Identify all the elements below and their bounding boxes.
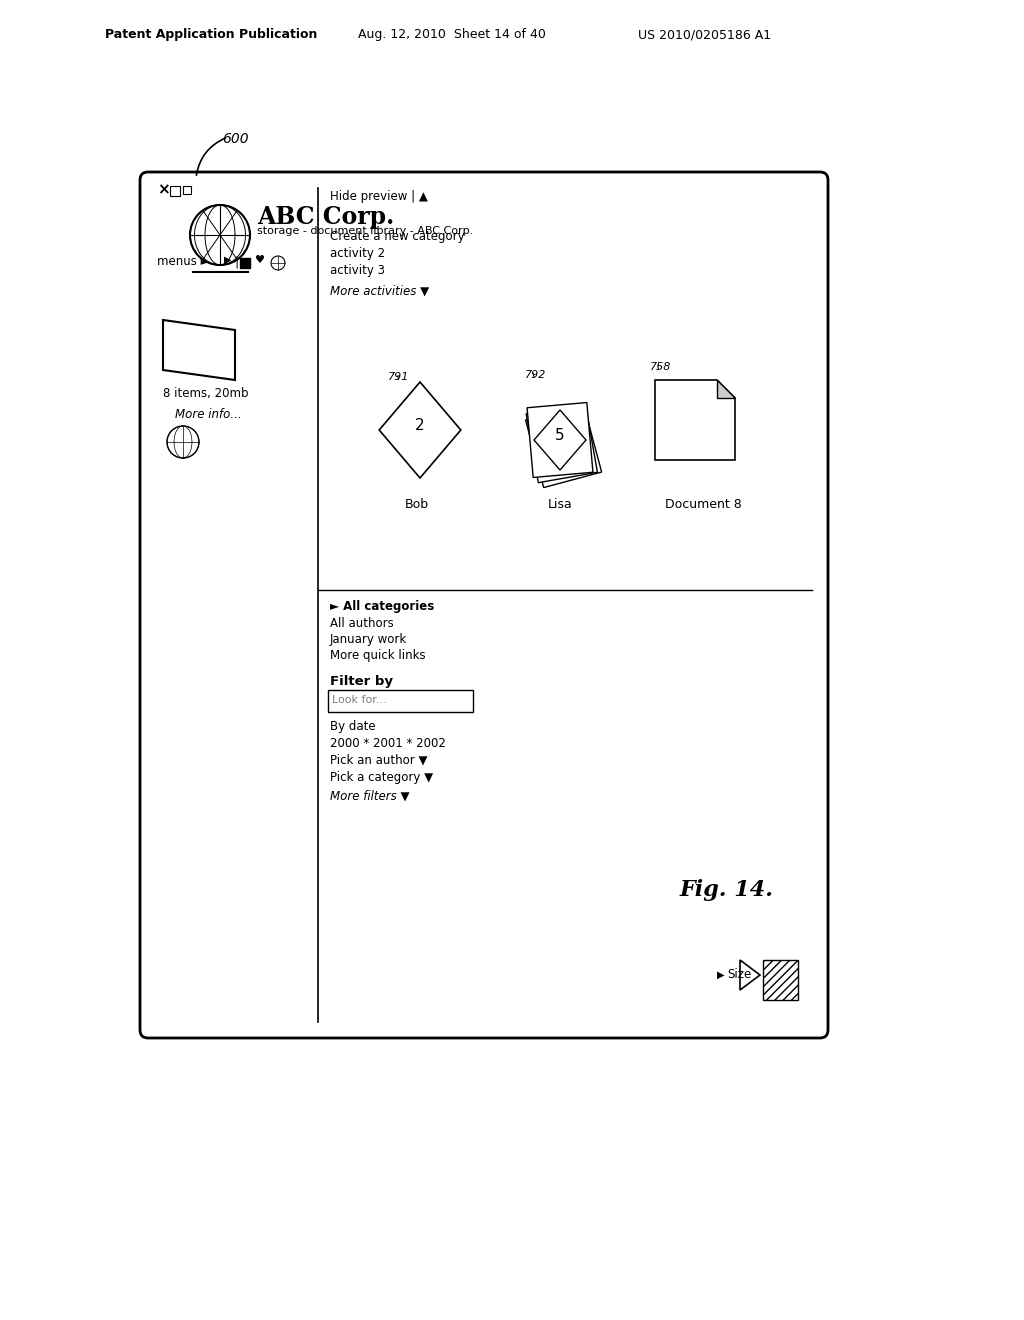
Text: US 2010/0205186 A1: US 2010/0205186 A1 [638,28,771,41]
Text: Bob: Bob [406,498,429,511]
Text: January work: January work [330,634,408,645]
Text: |: | [234,255,239,268]
Text: ▶: ▶ [717,970,725,979]
Text: activity 3: activity 3 [330,264,385,277]
Text: Look for...: Look for... [332,696,387,705]
Text: Lisa: Lisa [548,498,572,511]
Text: storage - document library - ABC Corp.: storage - document library - ABC Corp. [257,226,473,236]
Polygon shape [526,404,597,483]
Text: Hide preview | ▲: Hide preview | ▲ [330,190,428,203]
Polygon shape [717,380,735,399]
Text: Document 8: Document 8 [665,498,741,511]
Circle shape [271,256,285,271]
Text: By date: By date [330,719,376,733]
Text: Filter by: Filter by [330,675,393,688]
Polygon shape [379,381,461,478]
Text: 758: 758 [650,362,672,372]
Bar [328,690,473,711]
Text: activity 2: activity 2 [330,247,385,260]
Polygon shape [525,404,602,487]
Text: ×: × [157,182,170,197]
Text: 791: 791 [388,372,410,381]
Bar [170,186,180,195]
Text: menus ►: menus ► [157,255,210,268]
Bar [240,257,250,268]
Text: More activities ▼: More activities ▼ [330,285,429,298]
Polygon shape [740,960,760,990]
Polygon shape [534,411,586,470]
Text: ▶: ▶ [224,255,231,265]
Text: Fig. 14.: Fig. 14. [680,879,774,902]
Text: Pick an author ▼: Pick an author ▼ [330,754,427,767]
Circle shape [167,426,199,458]
Text: 8 items, 20mb: 8 items, 20mb [163,387,249,400]
Bar [183,186,191,194]
Text: Pick a category ▼: Pick a category ▼ [330,771,433,784]
Text: Aug. 12, 2010  Sheet 14 of 40: Aug. 12, 2010 Sheet 14 of 40 [358,28,546,41]
Text: More quick links: More quick links [330,649,426,663]
Polygon shape [527,403,593,478]
Polygon shape [163,319,234,380]
Circle shape [190,205,250,265]
Text: More info...: More info... [175,408,242,421]
Text: 2: 2 [415,417,425,433]
Text: ♥: ♥ [255,255,265,265]
Text: 5: 5 [555,428,565,442]
Polygon shape [655,380,735,459]
Text: Create a new category: Create a new category [330,230,465,243]
Text: All authors: All authors [330,616,394,630]
Text: Size: Size [727,969,752,982]
Bar [763,960,798,1001]
Text: 792: 792 [525,370,547,380]
Text: 2000 * 2001 * 2002: 2000 * 2001 * 2002 [330,737,445,750]
Text: 600: 600 [222,132,249,147]
FancyBboxPatch shape [140,172,828,1038]
Text: ABC Corp.: ABC Corp. [257,205,394,228]
Text: ► All categories: ► All categories [330,601,434,612]
Text: Patent Application Publication: Patent Application Publication [105,28,317,41]
Text: More filters ▼: More filters ▼ [330,789,410,803]
